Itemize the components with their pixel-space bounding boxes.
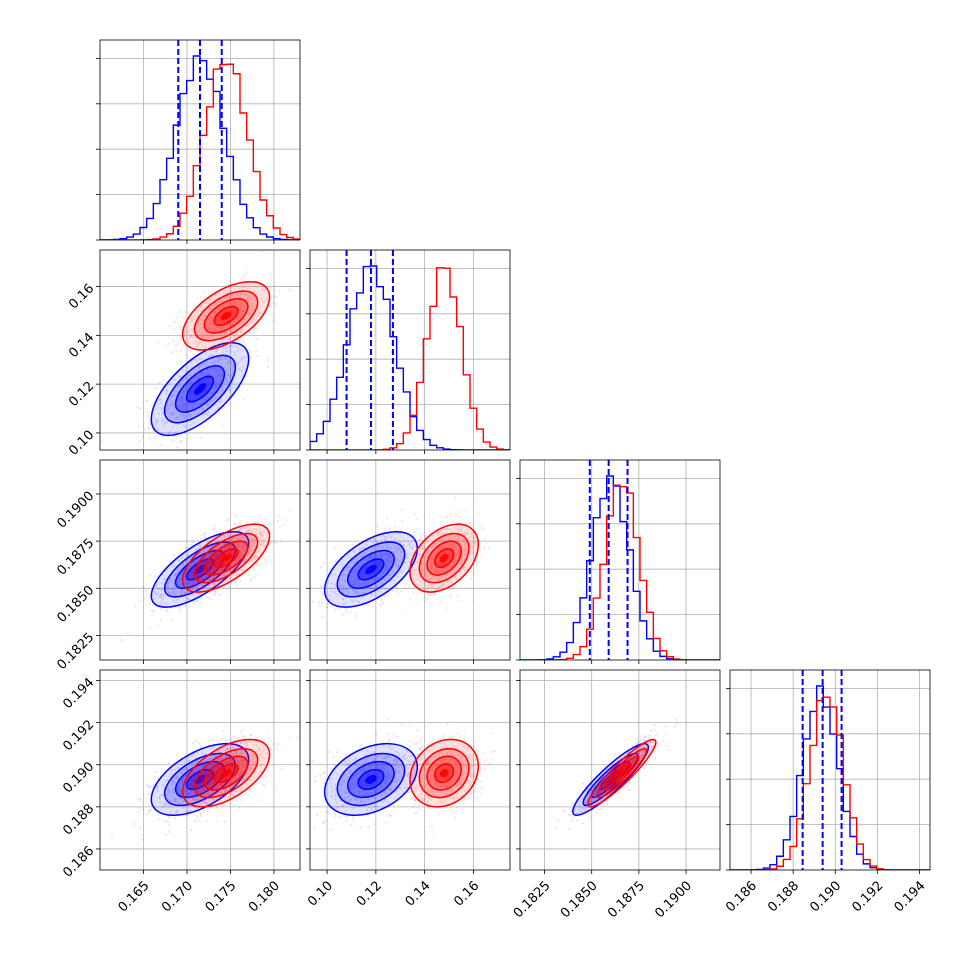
- x-tick-label: 0.175: [203, 878, 240, 915]
- x-tick-label: 0.1850: [558, 878, 601, 921]
- density-peak: [193, 383, 207, 395]
- panel-frame: [99, 669, 301, 871]
- panel-frame: [99, 249, 301, 451]
- hist-panel: [730, 670, 930, 870]
- y-tick-label: 0.188: [60, 802, 97, 839]
- density-peak: [365, 564, 377, 575]
- scatter-points: [311, 496, 456, 618]
- density-peak: [365, 775, 377, 784]
- panel-frame: [519, 669, 721, 871]
- panel-frame: [519, 459, 721, 661]
- x-tick-label: 0.190: [807, 878, 844, 915]
- y-tick-label: 0.1825: [55, 630, 98, 673]
- x-tick-label: 0.14: [403, 878, 434, 909]
- histogram-step: [520, 475, 720, 660]
- x-tick-label: 0.165: [116, 878, 153, 915]
- density-peak: [220, 768, 232, 778]
- panel-frame: [729, 669, 931, 871]
- y-tick-label: 0.1875: [55, 536, 98, 579]
- x-tick-label: 0.192: [849, 878, 886, 915]
- scatter-panel: [100, 460, 300, 660]
- x-tick-label: 0.16: [451, 878, 482, 909]
- hist-panel: [520, 460, 720, 660]
- y-tick-label: 0.1900: [55, 489, 98, 532]
- x-tick-label: 0.1875: [605, 878, 648, 921]
- x-tick-label: 0.186: [723, 878, 760, 915]
- density-peak: [617, 768, 627, 778]
- density-peak: [439, 553, 449, 563]
- scatter-points: [310, 718, 429, 831]
- scatter-panel: [100, 670, 300, 870]
- panel-frame: [309, 459, 511, 661]
- scatter-panel: [100, 250, 300, 450]
- x-tick-label: 0.1825: [511, 878, 554, 921]
- histogram-step: [730, 685, 930, 870]
- panel-frame: [99, 459, 301, 661]
- panel-frame: [99, 39, 301, 241]
- y-tick-label: 0.16: [66, 281, 97, 312]
- y-tick-label: 0.192: [60, 717, 97, 754]
- x-tick-label: 0.180: [246, 878, 283, 915]
- x-tick-label: 0.170: [159, 878, 196, 915]
- density-peak: [439, 768, 449, 778]
- panel-frame: [309, 249, 511, 451]
- density-peak: [193, 775, 207, 784]
- y-tick-label: 0.1850: [55, 583, 98, 626]
- density-peak: [220, 553, 232, 563]
- panel-frame: [309, 669, 511, 871]
- hist-panel: [100, 40, 300, 240]
- y-tick-label: 0.194: [60, 675, 97, 712]
- y-tick-label: 0.10: [66, 428, 97, 459]
- scatter-panel: [310, 670, 510, 870]
- scatter-panel: [520, 670, 720, 870]
- density-peak: [220, 311, 232, 321]
- scatter-panel: [310, 460, 510, 660]
- x-tick-label: 0.188: [765, 878, 802, 915]
- hist-panel: [310, 250, 510, 450]
- x-tick-label: 0.194: [892, 878, 929, 915]
- y-tick-label: 0.190: [60, 759, 97, 796]
- y-tick-label: 0.12: [66, 379, 97, 410]
- x-tick-label: 0.10: [305, 878, 336, 909]
- y-tick-label: 0.14: [66, 330, 97, 361]
- y-tick-label: 0.186: [60, 844, 97, 881]
- x-tick-label: 0.1900: [652, 878, 695, 921]
- density-peak: [193, 564, 207, 575]
- x-tick-label: 0.12: [354, 878, 385, 909]
